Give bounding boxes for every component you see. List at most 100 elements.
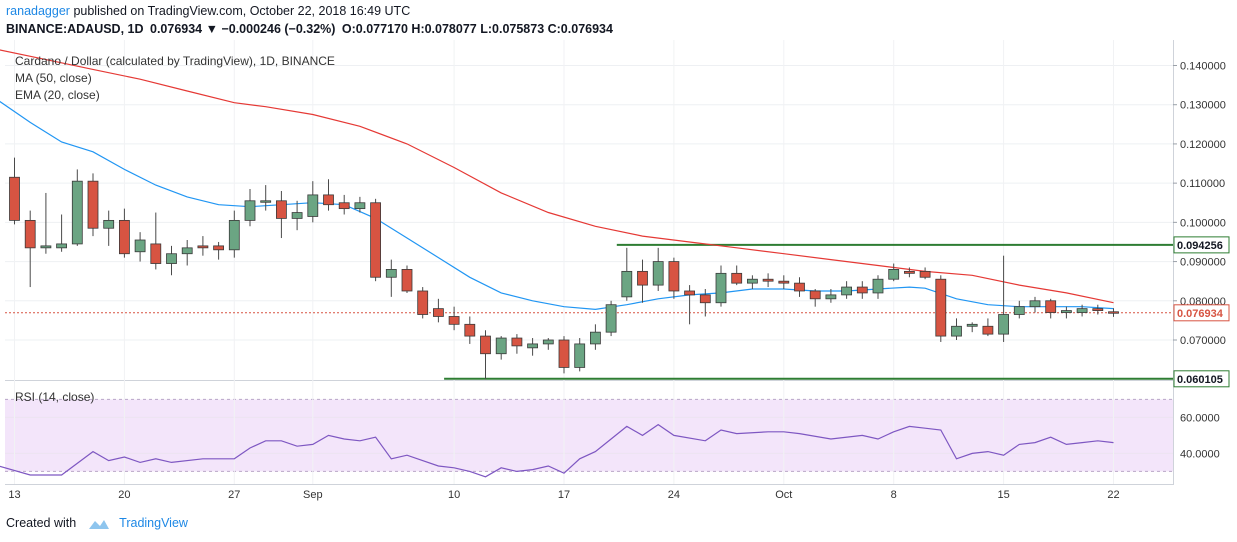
candle[interactable]	[1013, 300, 1025, 319]
candle[interactable]	[134, 232, 146, 262]
candle[interactable]	[9, 157, 20, 225]
candle[interactable]	[385, 259, 397, 297]
ema20-line	[0, 100, 1114, 311]
candle[interactable]	[1029, 296, 1041, 313]
candle[interactable]	[794, 277, 805, 297]
candle[interactable]	[574, 338, 586, 372]
candle[interactable]	[778, 275, 790, 290]
candle[interactable]	[542, 338, 554, 350]
candle-body	[181, 247, 193, 255]
candle[interactable]	[935, 275, 947, 342]
candle-body	[621, 270, 633, 298]
candle[interactable]	[354, 196, 366, 213]
candle-body	[370, 202, 382, 278]
candle-body	[480, 335, 491, 355]
candle[interactable]	[699, 289, 711, 317]
candle[interactable]	[872, 275, 884, 299]
candle[interactable]	[448, 306, 460, 331]
candle-body	[9, 176, 20, 221]
candle-body	[401, 269, 413, 292]
candle[interactable]	[1092, 304, 1104, 315]
candle-body	[982, 325, 994, 335]
candle[interactable]	[40, 192, 52, 254]
candle[interactable]	[432, 298, 444, 323]
candle[interactable]	[966, 322, 978, 333]
candle[interactable]	[166, 245, 177, 276]
level-label-box	[1173, 370, 1230, 388]
candle-body	[213, 245, 225, 251]
candle-body	[605, 304, 617, 333]
candle[interactable]	[181, 240, 193, 266]
candle[interactable]	[919, 267, 931, 280]
candle-body	[1045, 300, 1057, 313]
candle[interactable]	[637, 259, 648, 303]
candle[interactable]	[1045, 298, 1057, 319]
candle[interactable]	[401, 265, 413, 293]
candle[interactable]	[809, 289, 821, 307]
candle[interactable]	[275, 190, 287, 239]
candle[interactable]	[213, 241, 225, 260]
candle[interactable]	[291, 200, 303, 231]
price-tick-label: 0.070000	[1180, 335, 1226, 347]
candle[interactable]	[511, 334, 523, 354]
candle[interactable]	[998, 255, 1009, 342]
candle[interactable]	[103, 210, 115, 246]
candle-body	[417, 290, 429, 315]
candle[interactable]	[951, 318, 962, 340]
candle[interactable]	[197, 236, 209, 256]
candle[interactable]	[150, 212, 162, 270]
candle[interactable]	[762, 273, 774, 288]
candle[interactable]	[825, 289, 837, 303]
candle-body	[699, 294, 711, 304]
candle[interactable]	[652, 247, 664, 291]
candle[interactable]	[417, 287, 429, 319]
candle[interactable]	[1076, 304, 1088, 317]
candle-body	[291, 212, 303, 219]
candle[interactable]	[56, 214, 67, 252]
candle[interactable]	[244, 189, 256, 227]
candle[interactable]	[731, 265, 743, 286]
candle[interactable]	[323, 179, 334, 211]
candle[interactable]	[119, 208, 130, 258]
candle[interactable]	[605, 300, 617, 337]
price-tick-label: 0.120000	[1180, 139, 1226, 151]
candle[interactable]	[888, 263, 900, 282]
candle[interactable]	[1061, 306, 1072, 319]
candle[interactable]	[747, 275, 758, 290]
candle-body	[197, 245, 209, 249]
candle[interactable]	[480, 330, 491, 380]
candle[interactable]	[558, 336, 570, 374]
candle[interactable]	[338, 194, 350, 215]
candle[interactable]	[982, 318, 994, 337]
candle[interactable]	[87, 173, 99, 237]
level-label-box	[1173, 236, 1230, 254]
rsi-line	[0, 423, 1114, 478]
author-link[interactable]: ranadagger	[6, 4, 70, 18]
candle[interactable]	[904, 267, 915, 278]
candle[interactable]	[370, 198, 382, 282]
candle[interactable]	[856, 281, 868, 299]
tradingview-link[interactable]: TradingView	[119, 516, 188, 530]
candle[interactable]	[260, 185, 272, 211]
created-with-text: Created with	[6, 516, 77, 530]
candle-body	[1013, 306, 1025, 315]
candle[interactable]	[24, 210, 36, 288]
candle-body	[747, 278, 758, 284]
candle[interactable]	[841, 281, 852, 299]
candle[interactable]	[495, 336, 507, 360]
candle-body	[150, 243, 162, 264]
candle[interactable]	[527, 338, 538, 356]
candle[interactable]	[1108, 308, 1119, 317]
candle[interactable]	[71, 169, 83, 246]
candle[interactable]	[228, 210, 240, 258]
candle[interactable]	[715, 265, 727, 307]
candle[interactable]	[307, 181, 319, 223]
candle[interactable]	[684, 285, 695, 325]
price-pane	[5, 40, 1173, 380]
candle[interactable]	[590, 324, 601, 350]
candle[interactable]	[464, 316, 476, 344]
candle[interactable]	[668, 257, 680, 299]
candle[interactable]	[621, 247, 633, 301]
time-tick-label: 15	[997, 489, 1009, 501]
